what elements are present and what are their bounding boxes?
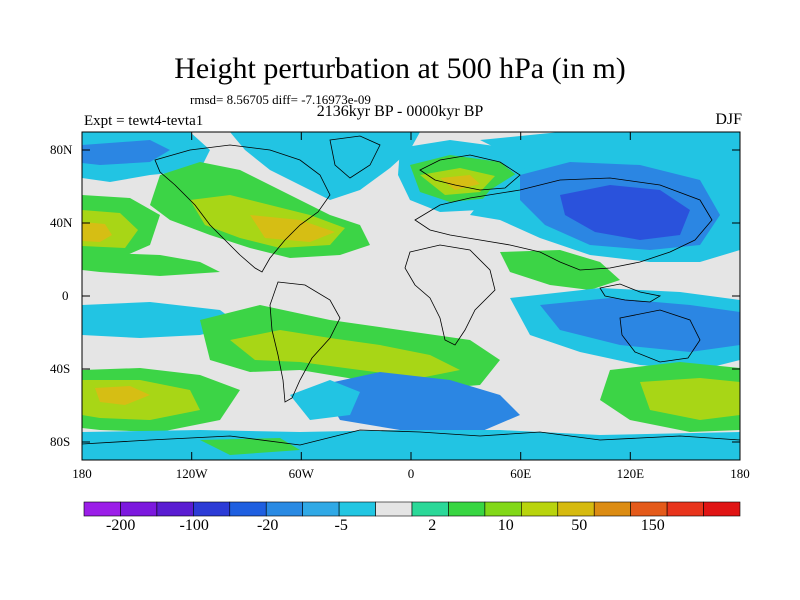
colorbar-swatch [302,501,340,517]
contour-cyan-north-america [230,132,420,200]
colorbar-swatch [83,501,121,517]
contour-mustard-europe [440,175,480,190]
colorbar-label-50: 50 [571,517,588,534]
coast-antarctica [82,429,740,446]
lon-label-120w: 120W [175,466,208,481]
colorbar-swatch [521,501,559,517]
colorbar-swatch [193,501,231,517]
colorbar-label-neg5: -5 [334,517,348,534]
rmsd-diff-stats: rmsd= 8.56705 diff= -7.16973e-09 [190,92,371,107]
colorbar-swatch [156,501,194,517]
coast-north-america [154,144,331,273]
colorbar-swatch [265,501,303,517]
colorbar-swatch [630,501,668,517]
lon-label-60e: 60E [510,466,532,481]
lat-ticks [82,149,740,443]
lon-label-120e: 120E [616,466,645,481]
contour-blue-north-pacific [82,140,170,165]
lon-label-0: 0 [407,466,415,481]
contour-blue-indian-ocean [540,298,740,352]
contour-mustard-north-america [250,215,335,242]
colorbar-swatch [484,501,522,517]
colorbar-label-2: 2 [428,517,437,534]
coast-eurasia [414,177,713,271]
contour-blue-south-atlantic [320,372,520,432]
contour-green-asia-south [500,250,620,290]
contour-mustard-south-pacific [95,386,150,405]
contour-cyan-north-pacific-east [690,135,740,195]
contour-cyan-tropical-pacific [82,302,240,338]
contour-yellowgreen-southern-ocean-east [640,378,740,420]
colorbar-label-neg100: -100 [179,517,209,534]
colorbar-swatch [703,501,741,517]
coast-greenland [329,135,381,179]
colorbar-label-neg200: -200 [106,517,136,534]
lat-label-equator: 0 [62,288,69,303]
contour-cyan-south-atlantic [290,380,360,420]
lon-label-180w: 180 [72,466,92,481]
coast-africa [404,244,496,346]
lat-label-80n: 80N [50,142,73,157]
coast-europe-north [419,154,521,191]
colorbar-swatch [375,501,413,517]
lon-ticks [81,132,631,460]
lon-label-60w: 60W [288,466,314,481]
coastlines [82,135,740,446]
colorbar-label-10: 10 [497,517,514,534]
colorbar-swatch [666,501,704,517]
colorbar-swatch [557,501,595,517]
experiment-label: Expt = tewt4-tevta1 [84,113,204,129]
colorbar-label-neg20: -20 [257,517,279,534]
colorbar-swatch [448,501,486,517]
colorbar-swatch [338,501,376,517]
lat-label-40s: 40S [50,361,71,376]
lat-label-40n: 40N [50,215,73,230]
time-period: 2136kyr BP - 0000kyr BP [316,103,484,120]
coast-south-america [269,281,341,403]
contour-darkblue-asia [560,185,690,240]
contour-mustard-west-pacific [82,222,112,242]
season-label: DJF [715,111,742,128]
lat-label-80s: 80S [50,434,71,449]
chart-title: Height perturbation at 500 hPa (in m) [174,52,626,85]
colorbar-swatch [120,501,158,517]
colorbar-label-150: 150 [640,517,665,534]
colorbar [83,501,741,517]
colorbar-swatch [593,501,631,517]
contour-yellowgreen-south-america [230,330,460,378]
contour-green-antarctic-coast [200,438,300,455]
contour-green-north-atlantic-strip [82,252,220,276]
colorbar-swatch [411,501,449,517]
coast-indonesia [599,283,662,303]
contour-field [82,132,740,460]
coast-australia [619,309,701,363]
colorbar-swatch [229,501,267,517]
lon-label-180e: 180 [730,466,750,481]
